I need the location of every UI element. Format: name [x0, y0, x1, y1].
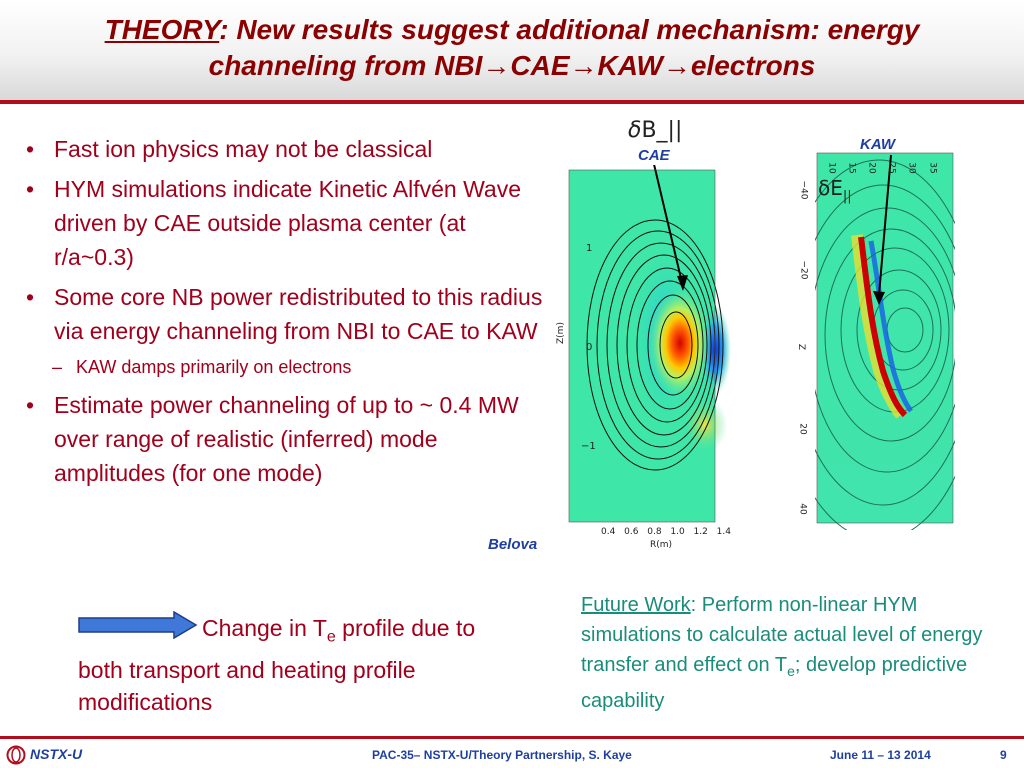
xtick: 1.4: [716, 527, 731, 537]
bullet-text: Fast ion physics may not be classical: [54, 136, 433, 162]
b-parallel-text: B_||: [641, 118, 683, 143]
cae-plot-frame: [568, 169, 716, 523]
footer-logo-text: NSTX-U: [30, 746, 83, 762]
cae-arrowhead: [677, 275, 688, 291]
delta-glyph: δ: [628, 118, 642, 143]
slide-title-line1: THEORY: New results suggest additional m…: [0, 14, 1024, 46]
kaw-label: KAW: [860, 136, 895, 153]
kaw-arrowhead: [873, 291, 885, 305]
xtick: 1.0: [670, 527, 685, 537]
kaw-red-band: [858, 236, 908, 418]
ytick: 1: [586, 243, 593, 254]
te-change-line3: modifications: [78, 688, 213, 715]
bullet-item: • HYM simulations indicate Kinetic Alfvén…: [26, 176, 522, 270]
future-work-heading: Future Work: [581, 594, 691, 616]
delta-e-symbol: δE||: [818, 176, 852, 204]
cae-yellow-lobe: [683, 397, 727, 453]
kaw-plot-frame: [816, 152, 954, 524]
slide-title-line2: channeling from NBI→CAE→KAW→electrons: [208, 50, 816, 81]
cae-pointer-arrow: [653, 165, 684, 288]
top-tick: 15: [846, 162, 857, 174]
te-change-note: Change in Te profile due to both transpo…: [78, 612, 548, 718]
side-tick: −40: [798, 180, 809, 200]
page-number: 9: [1000, 748, 1007, 762]
cae-contour-plot: [568, 165, 731, 523]
bullet-text: HYM simulations indicate Kinetic Alfvén …: [54, 176, 522, 270]
cae-hot-core: [648, 287, 712, 399]
title-theory: THEORY: [104, 14, 220, 45]
te-change-line2: both transport and heating profile: [78, 656, 416, 683]
footer-date: June 11 – 13 2014: [830, 748, 931, 762]
footer-divider: [0, 736, 1024, 739]
x-tick-row: 0.4 0.6 0.8 1.0 1.2 1.4: [601, 527, 731, 537]
ytick: 0: [586, 342, 593, 353]
title-divider: [0, 100, 1024, 104]
y-axis-label: Z(m): [556, 322, 566, 344]
delta-b-symbol: δB_||: [628, 118, 682, 143]
footer: NSTX-U PAC-35– NSTX-U/Theory Partnership…: [0, 740, 1024, 768]
side-tick: 40: [797, 503, 808, 515]
side-tick: 20: [797, 423, 808, 435]
delta-e-text: δE: [818, 176, 843, 200]
top-tick: 30: [907, 162, 918, 174]
sub-bullet-item: – KAW damps primarily on electrons: [52, 357, 352, 377]
bullet-list: • Fast ion physics may not be classical •…: [24, 132, 544, 496]
cae-label: CAE: [638, 147, 670, 164]
side-tick: −20: [798, 260, 809, 280]
te-change-line1: Change in Te profile due to: [202, 615, 476, 646]
kaw-top-ticks: 10 15 20 25 30 35: [826, 162, 938, 174]
top-tick: 35: [927, 162, 938, 174]
xtick: 0.8: [647, 527, 662, 537]
x-axis-label: R(m): [650, 540, 673, 550]
kaw-blue-band: [868, 240, 914, 413]
side-tick: Z: [796, 343, 807, 351]
bullet-item: • Fast ion physics may not be classical: [26, 136, 433, 162]
bullet-text: Estimate power channeling of up to ~ 0.4…: [54, 392, 519, 486]
title-bar: THEORY: New results suggest additional m…: [0, 0, 1024, 100]
top-tick: 10: [826, 162, 837, 174]
future-work-note: Future Work: Perform non-linear HYM simu…: [581, 594, 983, 712]
right-arrow-icon: [78, 611, 198, 639]
bullet-text: Some core NB power redistributed to this…: [54, 284, 543, 344]
ytick: −1: [581, 441, 596, 452]
top-tick: 20: [866, 162, 877, 174]
nstx-logo-icon: [6, 745, 26, 765]
kaw-contour-plot: [815, 152, 955, 530]
footer-center-text: PAC-35– NSTX-U/Theory Partnership, S. Ka…: [372, 748, 632, 762]
bullet-item: • Some core NB power redistributed to thi…: [26, 284, 543, 344]
sub-bullet-text: KAW damps primarily on electrons: [76, 357, 352, 377]
title-line1-rest: : New results suggest additional mechani…: [219, 14, 920, 45]
xtick: 0.4: [601, 527, 616, 537]
kaw-pointer-arrow: [878, 154, 892, 296]
top-tick: 25: [887, 162, 898, 174]
credit-label: Belova: [488, 536, 538, 553]
xtick: 1.2: [693, 527, 708, 537]
delta-e-subscript: ||: [842, 189, 852, 204]
bullet-item: • Estimate power channeling of up to ~ 0.…: [26, 392, 519, 486]
xtick: 0.6: [624, 527, 639, 537]
